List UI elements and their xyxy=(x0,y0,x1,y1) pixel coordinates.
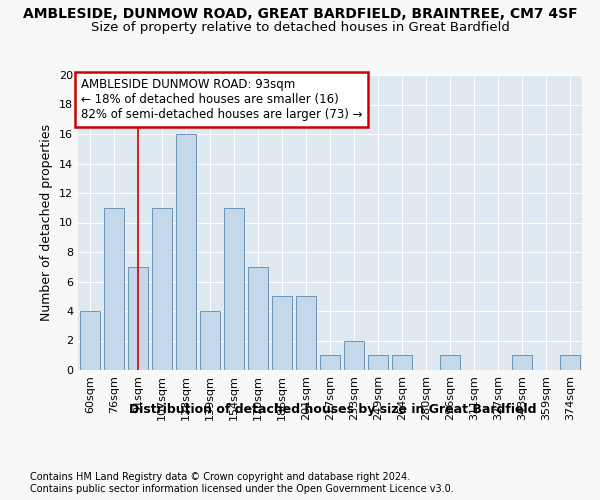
Bar xyxy=(224,208,244,370)
Bar xyxy=(200,311,220,370)
Text: Contains HM Land Registry data © Crown copyright and database right 2024.: Contains HM Land Registry data © Crown c… xyxy=(30,472,410,482)
Bar xyxy=(320,355,340,370)
Bar xyxy=(512,355,532,370)
Bar xyxy=(128,267,148,370)
Text: Contains public sector information licensed under the Open Government Licence v3: Contains public sector information licen… xyxy=(30,484,454,494)
Bar xyxy=(368,355,388,370)
Bar xyxy=(104,208,124,370)
Bar xyxy=(296,296,316,370)
Bar xyxy=(440,355,460,370)
Text: AMBLESIDE, DUNMOW ROAD, GREAT BARDFIELD, BRAINTREE, CM7 4SF: AMBLESIDE, DUNMOW ROAD, GREAT BARDFIELD,… xyxy=(23,8,577,22)
Text: AMBLESIDE DUNMOW ROAD: 93sqm
← 18% of detached houses are smaller (16)
82% of se: AMBLESIDE DUNMOW ROAD: 93sqm ← 18% of de… xyxy=(80,78,362,121)
Y-axis label: Number of detached properties: Number of detached properties xyxy=(40,124,53,321)
Bar xyxy=(176,134,196,370)
Bar xyxy=(560,355,580,370)
Text: Distribution of detached houses by size in Great Bardfield: Distribution of detached houses by size … xyxy=(129,402,537,415)
Text: Size of property relative to detached houses in Great Bardfield: Size of property relative to detached ho… xyxy=(91,21,509,34)
Bar xyxy=(392,355,412,370)
Bar xyxy=(152,208,172,370)
Bar xyxy=(344,340,364,370)
Bar xyxy=(248,267,268,370)
Bar xyxy=(272,296,292,370)
Bar xyxy=(80,311,100,370)
